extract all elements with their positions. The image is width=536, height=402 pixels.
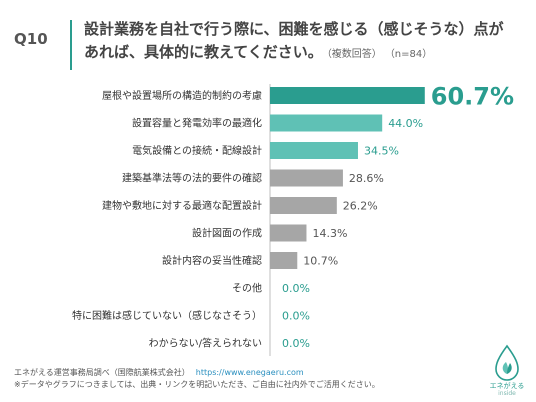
footer: エネがえる運営事務局調べ（国際航業株式会社） https://www.enegae…	[14, 367, 484, 391]
question-line-1: 設計業務を自社で行う際に、困難を感じる（感じそうな）点が	[84, 20, 504, 38]
bar	[270, 87, 425, 104]
bar	[270, 169, 343, 187]
bar	[270, 224, 307, 242]
question-line-2: あれば、具体的に教えてください。	[84, 43, 323, 61]
value-label: 28.6%	[349, 172, 384, 185]
category-label: 建物や敷地に対する最適な配置設計	[102, 199, 262, 212]
question-divider	[70, 20, 72, 70]
footer-source: エネがえる運営事務局調べ（国際航業株式会社）	[14, 368, 190, 377]
category-label: 特に困難は感じていない（感じなさそう）	[72, 309, 262, 322]
bar	[270, 114, 383, 132]
value-label: 10.7%	[303, 255, 338, 268]
value-label: 60.7%	[431, 83, 514, 111]
question-text: 設計業務を自社で行う際に、困難を感じる（感じそうな）点が あれば、具体的に教えて…	[84, 18, 524, 66]
logo-name: エネがえる	[489, 382, 525, 390]
value-label: 26.2%	[343, 200, 378, 213]
bar	[270, 142, 358, 159]
sample-size: （n=84）	[389, 49, 433, 60]
footer-source-line: エネがえる運営事務局調べ（国際航業株式会社） https://www.enegae…	[14, 367, 484, 379]
enegaeru-logo: エネがえる inside	[484, 342, 530, 398]
category-label: 設計内容の妥当性確認	[162, 254, 262, 267]
footer-url[interactable]: https://www.enegaeru.com	[195, 368, 304, 377]
category-label: 屋根や設置場所の構造的制約の考慮	[102, 89, 262, 102]
category-label: 設計図面の作成	[192, 227, 262, 240]
category-label: その他	[232, 282, 262, 295]
value-label: 34.5%	[364, 145, 399, 158]
footer-notice: ※データやグラフにつきましては、出典・リンクを明記いただき、ご自由に社内外でご活…	[14, 380, 380, 389]
category-label: 電気設備との接続・配線設計	[132, 144, 262, 157]
droplet-leaf-icon	[495, 344, 519, 381]
value-label: 44.0%	[388, 117, 423, 130]
category-label: 設置容量と発電効率の最適化	[132, 117, 262, 130]
bar	[270, 197, 337, 214]
value-label: 0.0%	[282, 282, 310, 295]
header: Q10 設計業務を自社で行う際に、困難を感じる（感じそうな）点が あれば、具体的…	[0, 0, 536, 82]
bar-chart: 屋根や設置場所の構造的制約の考慮 60.7% 設置容量と発電効率の最適化 44.0% 電…	[72, 83, 514, 356]
question-label: Q10	[14, 30, 48, 48]
logo-text: エネがえる inside	[484, 382, 530, 398]
category-label: 建築基準法等の法的要件の確認	[122, 172, 262, 185]
value-label: 0.0%	[282, 337, 310, 350]
question-line-2-wrap: あれば、具体的に教えてください。 （複数回答） （n=84）	[84, 41, 524, 66]
bar	[270, 252, 298, 269]
category-label: わからない/答えられない	[149, 337, 262, 350]
question-note: （複数回答）	[326, 49, 382, 60]
value-label: 0.0%	[282, 310, 310, 323]
logo-sub: inside	[498, 390, 516, 397]
value-label: 14.3%	[312, 227, 347, 240]
